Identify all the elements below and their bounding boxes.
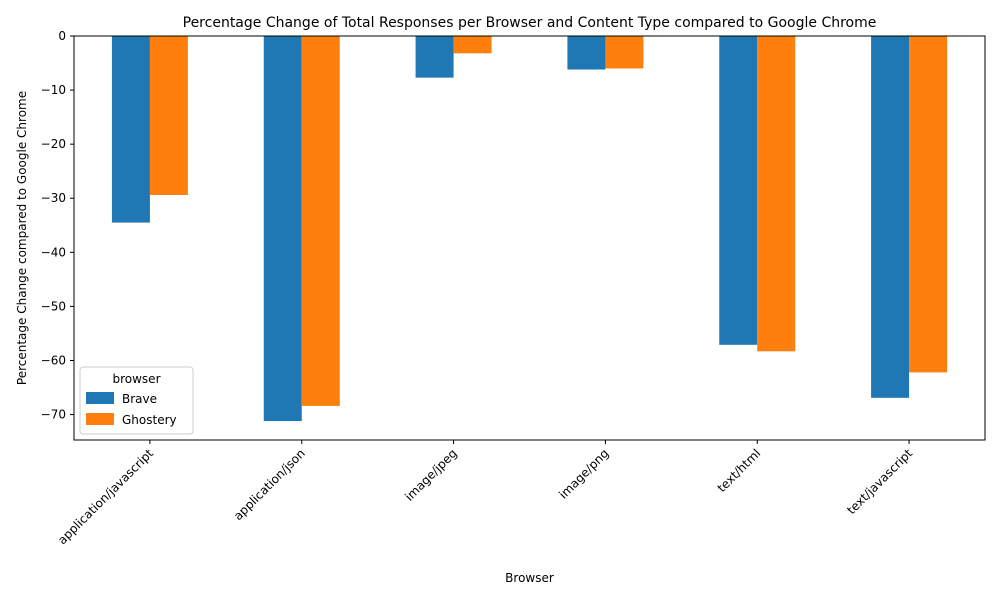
x-tick-label: application/javascript (55, 446, 156, 547)
y-tick-label: −60 (41, 353, 66, 367)
x-tick-label: image/jpeg (402, 446, 460, 504)
bar-ghostery-1 (301, 36, 340, 406)
y-tick-label: 0 (58, 29, 66, 43)
y-tick-label: −30 (41, 191, 66, 205)
bar-brave-2 (415, 36, 454, 78)
y-tick-label: −10 (41, 83, 66, 97)
x-tick-label: text/javascript (844, 446, 915, 517)
legend-swatch-brave (86, 392, 114, 404)
y-axis-label: Percentage Change compared to Google Chr… (15, 91, 29, 385)
bar-brave-3 (567, 36, 606, 70)
bar-brave-4 (719, 36, 758, 345)
x-axis-label: Browser (505, 571, 554, 585)
bar-ghostery-0 (149, 36, 188, 196)
bar-brave-1 (263, 36, 302, 422)
legend-label-ghostery: Ghostery (122, 413, 177, 427)
bar-brave-5 (871, 36, 910, 398)
legend-label-brave: Brave (122, 392, 157, 406)
bar-ghostery-4 (757, 36, 796, 352)
legend: browser Brave Ghostery (79, 366, 194, 435)
y-tick-label: −40 (41, 245, 66, 259)
bar-brave-0 (111, 36, 150, 223)
y-tick-label: −20 (41, 137, 66, 151)
y-tick-label: −70 (41, 408, 66, 422)
legend-swatch-ghostery (86, 413, 114, 425)
legend-title: browser (112, 372, 160, 386)
x-tick-label: text/html (715, 446, 764, 495)
plot-frame (73, 35, 986, 441)
x-tick-label: image/png (556, 446, 611, 501)
bar-ghostery-2 (453, 36, 492, 54)
x-tick-label: application/json (231, 446, 308, 523)
y-tick-label: −50 (41, 299, 66, 313)
bar-ghostery-5 (909, 36, 948, 373)
chart-title: Percentage Change of Total Responses per… (183, 15, 877, 31)
bar-ghostery-3 (605, 36, 644, 69)
